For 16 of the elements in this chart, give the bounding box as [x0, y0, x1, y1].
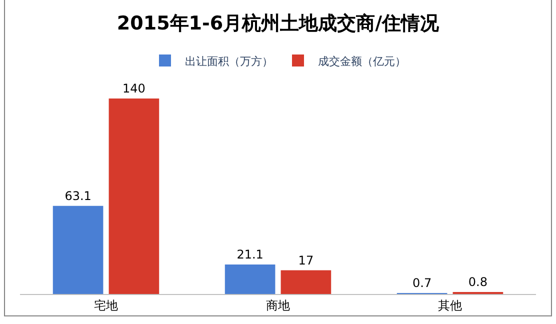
chart-title: 2015年1-6月杭州土地成交商/住情况	[116, 12, 440, 34]
bar	[224, 264, 276, 294]
data-label: 63.1	[64, 188, 92, 203]
bar	[108, 98, 160, 294]
legend-label: 成交金额（亿元）	[318, 54, 406, 68]
data-label: 0.7	[412, 276, 432, 290]
x-tick-label: 商地	[266, 298, 290, 312]
data-label: 21.1	[236, 248, 264, 262]
data-label: 17	[298, 253, 314, 268]
x-tick-label: 宅地	[94, 298, 118, 312]
data-label: 140	[122, 81, 146, 96]
x-tick-label: 其他	[438, 298, 462, 312]
data-label: 0.8	[468, 275, 488, 289]
legend-label: 出让面积（万方）	[185, 54, 273, 68]
bar	[280, 270, 332, 294]
bar	[52, 206, 104, 294]
